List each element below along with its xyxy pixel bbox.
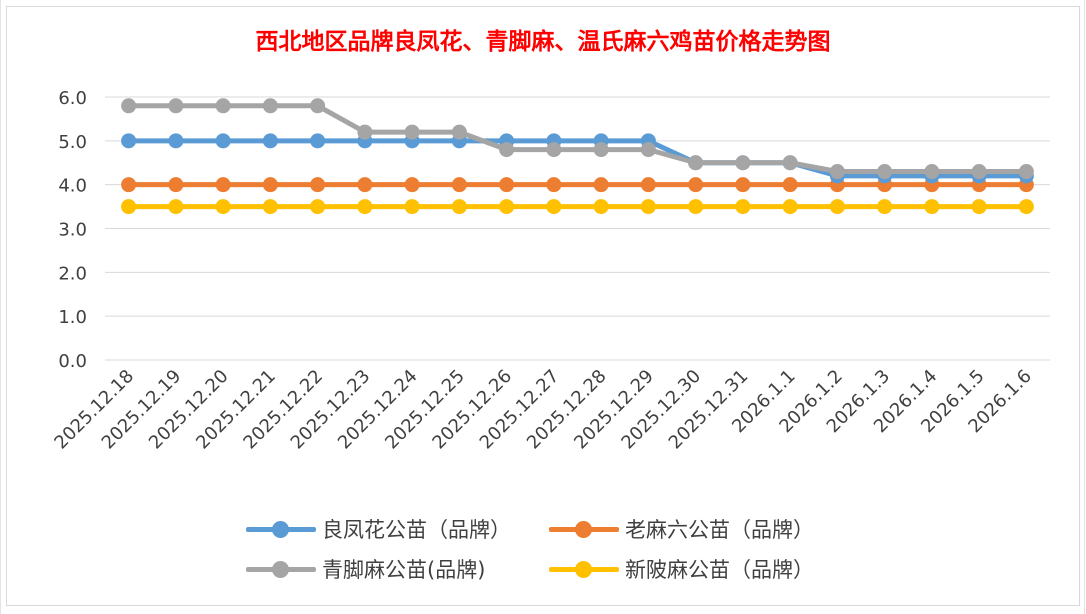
data-point xyxy=(404,124,420,140)
data-point xyxy=(499,177,515,193)
data-point xyxy=(310,98,326,114)
data-point xyxy=(121,133,137,149)
data-point xyxy=(499,199,515,215)
data-point xyxy=(735,177,751,193)
data-point xyxy=(735,155,751,171)
data-point xyxy=(310,199,326,215)
data-point xyxy=(829,164,845,180)
data-point xyxy=(215,133,231,149)
data-point xyxy=(310,177,326,193)
data-point xyxy=(121,177,137,193)
data-point xyxy=(640,142,656,158)
data-point xyxy=(357,177,373,193)
data-point xyxy=(971,164,987,180)
data-point xyxy=(1018,199,1034,215)
data-point xyxy=(404,199,420,215)
series-group xyxy=(121,98,1034,215)
data-point xyxy=(451,124,467,140)
data-point xyxy=(357,124,373,140)
data-point xyxy=(640,177,656,193)
data-point xyxy=(971,199,987,215)
data-point xyxy=(640,199,656,215)
data-point xyxy=(829,199,845,215)
data-point xyxy=(499,142,515,158)
data-point xyxy=(782,177,798,193)
data-point xyxy=(262,133,278,149)
data-point xyxy=(168,133,184,149)
data-point xyxy=(546,177,562,193)
data-point xyxy=(168,199,184,215)
y-tick-label: 0.0 xyxy=(58,351,87,372)
y-axis-labels: 0.0 1.0 2.0 3.0 4.0 5.0 6.0 xyxy=(58,88,87,372)
y-tick-label: 2.0 xyxy=(58,263,87,284)
data-point xyxy=(121,98,137,114)
data-point xyxy=(782,199,798,215)
chart-title: 西北地区品牌良凤花、青脚麻、温氏麻六鸡苗价格走势图 xyxy=(255,28,831,55)
data-point xyxy=(262,98,278,114)
data-point xyxy=(1018,164,1034,180)
data-point xyxy=(168,177,184,193)
data-point xyxy=(688,199,704,215)
y-tick-label: 3.0 xyxy=(58,220,87,241)
data-point xyxy=(215,177,231,193)
data-point xyxy=(451,199,467,215)
data-point xyxy=(593,142,609,158)
y-tick-label: 4.0 xyxy=(58,176,87,197)
data-point xyxy=(924,199,940,215)
data-point xyxy=(121,199,137,215)
data-point xyxy=(877,199,893,215)
data-point xyxy=(215,98,231,114)
series-3 xyxy=(121,199,1034,215)
data-point xyxy=(215,199,231,215)
series-2 xyxy=(121,98,1034,180)
data-point xyxy=(782,155,798,171)
data-point xyxy=(688,155,704,171)
y-tick-label: 1.0 xyxy=(58,307,87,328)
data-point xyxy=(546,199,562,215)
gridlines xyxy=(105,96,1050,361)
y-tick-label: 5.0 xyxy=(58,132,87,153)
data-point xyxy=(451,177,467,193)
series-line xyxy=(126,138,1029,179)
data-point xyxy=(262,177,278,193)
series-1 xyxy=(121,177,1034,193)
data-point xyxy=(735,199,751,215)
data-point xyxy=(593,177,609,193)
data-point xyxy=(262,199,278,215)
data-point xyxy=(357,199,373,215)
x-axis-labels: 2025.12.182025.12.192025.12.202025.12.21… xyxy=(50,366,1035,454)
data-point xyxy=(688,177,704,193)
data-point xyxy=(404,177,420,193)
data-point xyxy=(546,142,562,158)
data-point xyxy=(924,164,940,180)
data-point xyxy=(593,199,609,215)
series-line xyxy=(126,103,1029,175)
y-tick-label: 6.0 xyxy=(58,88,87,109)
data-point xyxy=(877,164,893,180)
data-point xyxy=(310,133,326,149)
data-point xyxy=(168,98,184,114)
